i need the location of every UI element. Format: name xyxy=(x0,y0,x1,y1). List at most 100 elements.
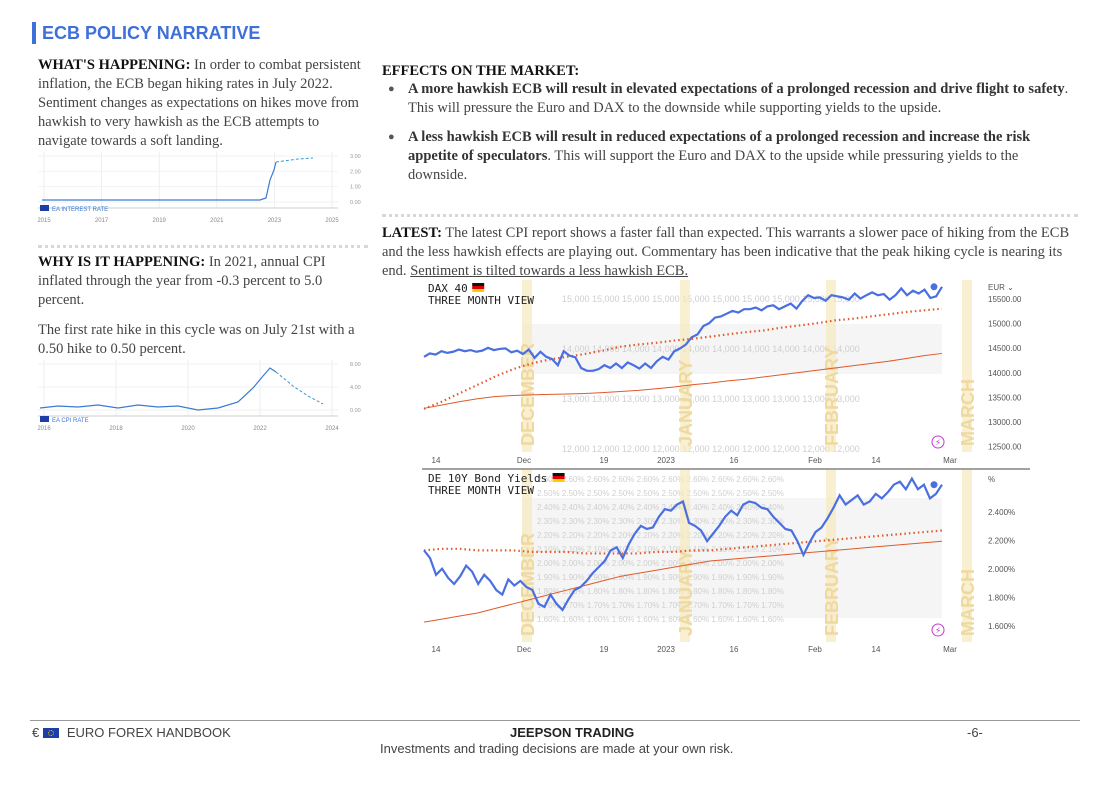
price-line xyxy=(423,476,943,612)
month-band xyxy=(962,470,972,642)
lightning-icon xyxy=(931,435,945,449)
footer: € EURO FOREX HANDBOOK JEEPSON TRADING -6… xyxy=(30,720,1080,756)
whats-happening-body: In order to combat persistent inflation,… xyxy=(38,57,361,149)
dax-chart: 15,000 15,000 15,000 15,000 15,000 15,00… xyxy=(422,280,1032,470)
x-tick-label: Dec xyxy=(517,456,531,465)
watermark-level: 1.60% 1.60% 1.60% 1.60% 1.60% 1.60% 1.60… xyxy=(537,615,784,624)
x-tick-label: 14 xyxy=(432,456,441,465)
trend-line-fast xyxy=(423,307,943,410)
watermark-level: 2.40% 2.40% 2.40% 2.40% 2.40% 2.40% 2.40… xyxy=(537,503,784,512)
list-item: A more hawkish ECB will result in elevat… xyxy=(382,80,1072,118)
forecast-line xyxy=(275,371,324,405)
watermark-level: 15,000 15,000 15,000 15,000 15,000 15,00… xyxy=(562,294,860,304)
legend-label: EA CPI RATE xyxy=(52,418,89,424)
de-flag-icon xyxy=(472,289,485,292)
last-price-marker xyxy=(930,283,938,291)
watermark-level: 2.60% 2.60% 2.60% 2.60% 2.60% 2.60% 2.60… xyxy=(537,475,784,484)
tick-label: 0.00 xyxy=(350,408,361,414)
de-flag-icon xyxy=(552,476,565,479)
price-line xyxy=(423,286,943,372)
watermark-level: 2.00% 2.00% 2.00% 2.00% 2.00% 2.00% 2.00… xyxy=(537,559,784,568)
footer-brand: JEEPSON TRADING xyxy=(510,725,635,740)
tick-label: 2022 xyxy=(253,426,267,432)
eu-flag-icon xyxy=(40,205,49,211)
divider xyxy=(382,214,1078,217)
effects-list: A more hawkish ECB will result in elevat… xyxy=(382,80,1072,195)
y-tick-label: 13000.00 xyxy=(988,418,1022,427)
de-flag-icon xyxy=(552,473,565,476)
bund-chart: 2.60% 2.60% 2.60% 2.60% 2.60% 2.60% 2.60… xyxy=(422,470,1032,660)
currency-label: EUR ⌄ xyxy=(988,283,1014,292)
tick-label: 2019 xyxy=(153,218,167,224)
footer-handbook: € EURO FOREX HANDBOOK xyxy=(32,725,231,740)
x-tick-label: Feb xyxy=(808,456,822,465)
effects-label: EFFECTS ON THE MARKET: xyxy=(382,63,580,79)
x-tick-label: Dec xyxy=(517,645,531,654)
watermark-level: 2.50% 2.50% 2.50% 2.50% 2.50% 2.50% 2.50… xyxy=(537,489,784,498)
tick-label: 1.00 xyxy=(350,185,361,191)
why-happening-label: WHY IS IT HAPPENING: xyxy=(38,254,206,270)
tick-label: 0.00 xyxy=(350,200,361,206)
trend-line-slow xyxy=(423,352,943,409)
month-band xyxy=(680,280,690,452)
month-band xyxy=(962,280,972,452)
watermark-level: 13,000 13,000 13,000 13,000 13,000 13,00… xyxy=(562,394,860,404)
euro-symbol: € xyxy=(32,725,40,740)
y-tick-label: 1.600% xyxy=(988,622,1015,631)
trend-line-slow xyxy=(423,540,943,623)
tick-label: 3.00 xyxy=(350,154,361,160)
x-tick-label: 14 xyxy=(872,456,881,465)
bullet-2-rest: . This will support the Euro and DAX to … xyxy=(408,148,1019,183)
month-label: MARCH xyxy=(958,379,978,446)
x-tick-label: Feb xyxy=(808,645,822,654)
y-tick-label: 2.200% xyxy=(988,537,1015,546)
month-band xyxy=(522,280,532,452)
month-label: MARCH xyxy=(958,569,978,636)
bullet-1-bold: A more hawkish ECB will result in elevat… xyxy=(408,81,1065,97)
chart-subtitle: THREE MONTH VIEW xyxy=(428,484,534,497)
x-tick-label: 19 xyxy=(600,456,609,465)
disclaimer: Investments and trading decisions are ma… xyxy=(380,741,734,756)
month-band xyxy=(522,470,532,642)
x-tick-label: 16 xyxy=(730,645,739,654)
y-tick-label: 14000.00 xyxy=(988,369,1022,378)
first-hike-text: The first rate hike in this cycle was on… xyxy=(38,322,355,357)
page-title: ECB POLICY NARRATIVE xyxy=(32,22,260,44)
x-tick-label: Mar xyxy=(943,456,957,465)
cpi-mini-chart: 2016 2018 2020 2022 2024 8.00 4.00 0.00 EA CPI R… xyxy=(38,358,368,442)
tick-label: 4.00 xyxy=(350,385,361,391)
month-band xyxy=(680,470,690,642)
background-band xyxy=(522,324,942,374)
de-flag-icon xyxy=(552,479,565,482)
why-happening-body: In 2021, annual CPI inflated through the… xyxy=(38,254,326,308)
tick-label: 2024 xyxy=(325,426,339,432)
watermark-level: 2.20% 2.20% 2.20% 2.20% 2.20% 2.20% 2.20… xyxy=(537,531,784,540)
tick-label: 2015 xyxy=(38,218,51,224)
y-tick-label: 2.400% xyxy=(988,508,1015,517)
background-band xyxy=(522,498,942,618)
de-flag-icon xyxy=(472,286,485,289)
lightning-icon xyxy=(931,623,945,637)
month-label: JANUARY xyxy=(676,360,696,446)
watermark-level: 2.10% 2.10% 2.10% 2.10% 2.10% 2.10% 2.10… xyxy=(537,545,784,554)
month-label: FEBRUARY xyxy=(822,347,842,446)
chart-title: DE 10Y Bond Yields xyxy=(428,472,547,485)
tick-label: 2017 xyxy=(95,218,109,224)
y-tick-label: 15000.00 xyxy=(988,320,1022,329)
bullet-1-rest: . This will pressure the Euro and DAX to… xyxy=(408,81,1069,116)
forecast-line xyxy=(275,157,314,163)
eu-flag-icon xyxy=(40,416,49,422)
y-tick-label: 12500.00 xyxy=(988,443,1022,452)
latest-label: LATEST: xyxy=(382,225,442,241)
y-tick-label: 2.000% xyxy=(988,565,1015,574)
y-tick-label: 14500.00 xyxy=(988,344,1022,353)
data-line xyxy=(42,161,277,201)
last-price-marker xyxy=(930,481,938,489)
month-label: FEBRUARY xyxy=(822,537,842,636)
why-happening-text: WHY IS IT HAPPENING: In 2021, annual CPI… xyxy=(38,253,366,310)
latest-text: LATEST: The latest CPI report shows a fa… xyxy=(382,224,1072,281)
month-label: DECEMBER xyxy=(518,533,538,636)
y-tick-label: 13500.00 xyxy=(988,393,1022,402)
tick-label: 2023 xyxy=(268,218,282,224)
watermark-level: 1.80% 1.80% 1.80% 1.80% 1.80% 1.80% 1.80… xyxy=(537,587,784,596)
